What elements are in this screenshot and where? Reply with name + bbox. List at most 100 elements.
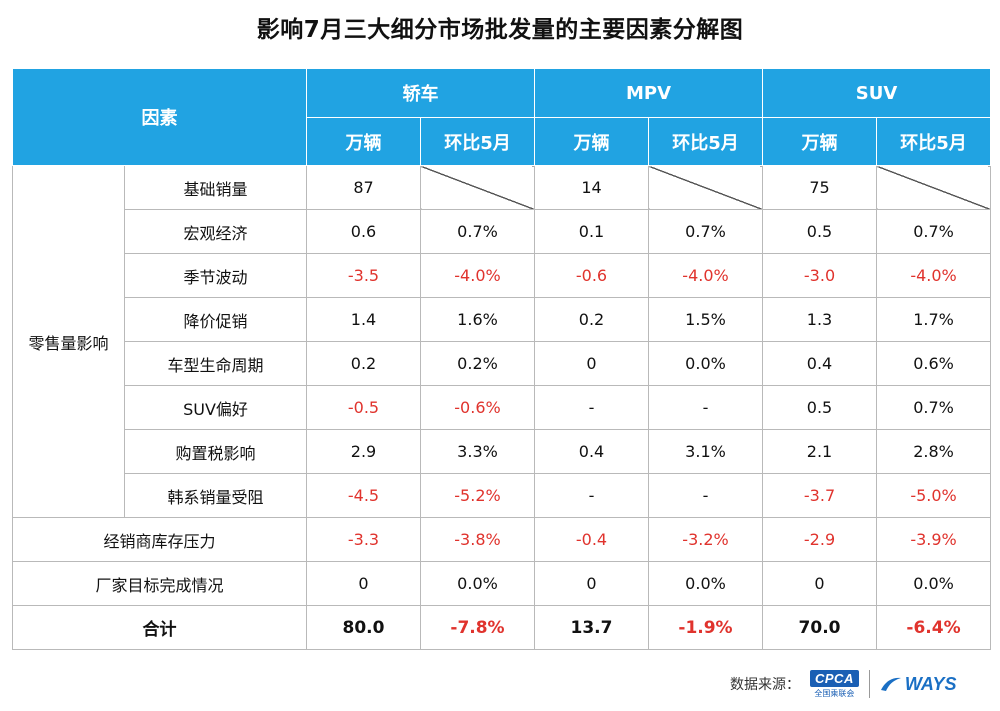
table-cell: 0.6 [306, 209, 421, 254]
table-cell: 1.5% [647, 297, 764, 342]
table-cell: 13.7 [534, 605, 649, 650]
empty-diagonal-cell [420, 165, 535, 210]
group-label: 零售量影响 [12, 165, 125, 518]
table-cell: -4.5 [306, 473, 421, 518]
table-cell: 14 [534, 165, 649, 210]
table-cell: 0.2% [420, 341, 535, 386]
table-cell: -7.8% [420, 605, 535, 650]
table-cell: -3.3 [306, 517, 421, 562]
table-cell: -5.0% [876, 473, 992, 518]
chart-title: 影响7月三大细分市场批发量的主要因素分解图 [256, 17, 744, 43]
segment-header: SUV [762, 68, 992, 118]
table-cell: 0 [762, 561, 878, 606]
table-row: SUV偏好 -0.5 -0.6% - -0.5 0.7% [13, 385, 992, 430]
table-cell: 1.3 [762, 297, 878, 342]
empty-diagonal-cell [876, 165, 992, 210]
table-cell: -3.0 [762, 253, 878, 298]
footer-divider [868, 670, 870, 698]
table-row: 韩系销量受阻 -4.5 -5.2% - - -3.7 -5.0% [13, 473, 992, 518]
table-cell: 1.6% [420, 297, 535, 342]
factor-label: 购置税影响 [124, 429, 307, 474]
factor-label: 车型生命周期 [124, 341, 307, 386]
sub-header: 万辆 [534, 117, 649, 166]
table-cell: -0.4 [534, 517, 649, 562]
empty-diagonal-cell [647, 165, 764, 210]
table-cell: -1.9% [647, 605, 764, 650]
sub-header: 万辆 [306, 117, 421, 166]
table-cell: 0.5 [762, 385, 878, 430]
sub-header: 环比5月 [876, 117, 992, 166]
table-cell: 0.7% [420, 209, 535, 254]
table-cell: 0.5 [762, 209, 878, 254]
table-cell: 3.1% [647, 429, 764, 474]
table-cell: -0.6% [420, 385, 535, 430]
table-cell: 0 [306, 561, 421, 606]
table-cell: 0.7% [876, 385, 992, 430]
sub-header: 万辆 [762, 117, 878, 166]
table-cell: -0.6 [534, 253, 649, 298]
table-cell: -4.0% [876, 253, 992, 298]
ways-logo: WAYS [880, 674, 957, 695]
ways-logo-text: WAYS [904, 673, 957, 694]
total-label: 合计 [12, 605, 307, 650]
table-cell: -3.7 [762, 473, 878, 518]
cpca-logo-mark: CPCA [810, 669, 859, 687]
table-body: 零售量影响 基础销量 87 14 75 宏观经济 0.6 0.7% 0.1 0.7% 0.5 0.7%… [12, 165, 992, 650]
cpca-logo: CPCA 全国乘联会 [810, 669, 859, 699]
table-cell: 1.7% [876, 297, 992, 342]
table-cell: 0.1 [534, 209, 649, 254]
table-cell: -0.5 [306, 385, 421, 430]
table-cell: - [647, 385, 764, 430]
factor-label: 宏观经济 [124, 209, 307, 254]
table-cell: 0.0% [647, 341, 764, 386]
table-cell: -5.2% [420, 473, 535, 518]
table-row: 零售量影响 基础销量 87 14 75 [12, 165, 992, 518]
table-cell: 2.8% [876, 429, 992, 474]
table-cell: -4.0% [647, 253, 764, 298]
table-cell: 0.4 [534, 429, 649, 474]
sub-header: 环比5月 [420, 117, 535, 166]
table-cell: 0.7% [647, 209, 764, 254]
factor-label: 季节波动 [124, 253, 307, 298]
table-row: 降价促销 1.4 1.6% 0.2 1.5% 1.3 1.7% [13, 297, 992, 342]
segment-header: MPV [533, 68, 764, 118]
factor-label: 厂家目标完成情况 [12, 561, 307, 606]
table-row: 宏观经济 0.6 0.7% 0.1 0.7% 0.5 0.7% [13, 209, 992, 254]
table-cell: 80.0 [306, 605, 421, 650]
table-cell: 70.0 [762, 605, 878, 650]
table-cell: 2.9 [306, 429, 421, 474]
table-row: 车型生命周期 0.2 0.2% 0 0.0% 0.4 0.6% [13, 341, 992, 386]
factor-label: 降价促销 [124, 297, 307, 342]
table-cell: -3.5 [306, 253, 421, 298]
table-cell: 2.1 [762, 429, 878, 474]
table-cell: 0.7% [876, 209, 992, 254]
table-cell: -2.9 [762, 517, 878, 562]
factor-label: 经销商库存压力 [12, 517, 307, 562]
factor-label: 韩系销量受阻 [124, 473, 307, 518]
factor-header: 因素 [12, 68, 307, 166]
source-label: 数据来源： [730, 677, 800, 693]
table-cell: 75 [762, 165, 878, 210]
table-cell: 0.0% [420, 561, 535, 606]
table-row: 购置税影响 2.9 3.3% 0.4 3.1% 2.1 2.8% [13, 429, 992, 474]
table-cell: -3.9% [876, 517, 992, 562]
table-cell: 3.3% [420, 429, 535, 474]
factor-table: 因素 轿车 MPV SUV 万辆 环比5月 万辆 环比5月 万辆 环比5月 零售… [12, 68, 992, 650]
table-cell: 87 [306, 165, 421, 210]
factor-label: 基础销量 [124, 165, 307, 210]
table-cell: 0.0% [647, 561, 764, 606]
table-row: 季节波动 -3.5 -4.0% -0.6 -4.0% -3.0 -4.0% [13, 253, 992, 298]
sub-header: 环比5月 [647, 117, 764, 166]
table-cell: 0.0% [876, 561, 992, 606]
table-cell: 0.2 [306, 341, 421, 386]
table-cell: 0 [534, 341, 649, 386]
table-cell: 0.4 [762, 341, 878, 386]
table-row: 经销商库存压力 -3.3 -3.8% -0.4 -3.2% -2.9 -3.9% [12, 517, 992, 562]
table-cell: -4.0% [420, 253, 535, 298]
table-cell: 0 [534, 561, 649, 606]
table-row: 厂家目标完成情况 0 0.0% 0 0.0% 0 0.0% [12, 561, 992, 606]
table-cell: -6.4% [876, 605, 992, 650]
segment-header: 轿车 [306, 68, 535, 118]
table-cell: -3.8% [420, 517, 535, 562]
table-cell: 0.6% [876, 341, 992, 386]
